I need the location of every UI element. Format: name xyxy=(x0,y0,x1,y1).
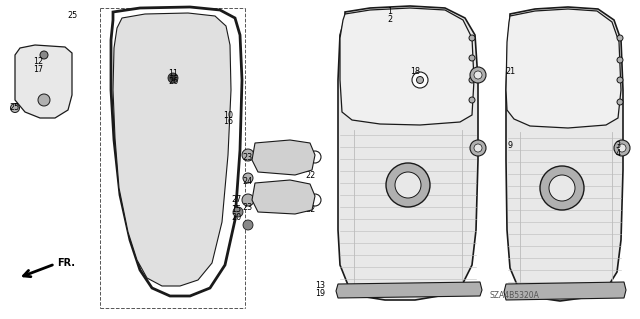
Text: 13: 13 xyxy=(315,281,325,291)
Text: 2: 2 xyxy=(387,16,392,25)
Text: 23: 23 xyxy=(242,203,252,211)
Circle shape xyxy=(170,76,175,80)
Text: 3: 3 xyxy=(616,140,621,150)
Polygon shape xyxy=(111,7,242,296)
Text: 11: 11 xyxy=(168,69,178,78)
Circle shape xyxy=(233,207,243,217)
Polygon shape xyxy=(506,7,623,301)
Circle shape xyxy=(260,152,270,162)
Text: 25: 25 xyxy=(68,11,78,19)
Text: 15: 15 xyxy=(231,205,241,214)
Text: 5: 5 xyxy=(273,145,278,154)
Circle shape xyxy=(474,144,482,152)
Text: 19: 19 xyxy=(315,288,325,298)
Circle shape xyxy=(617,57,623,63)
Circle shape xyxy=(10,103,19,113)
Circle shape xyxy=(243,173,253,183)
Circle shape xyxy=(614,140,630,156)
Text: 4: 4 xyxy=(616,149,621,158)
Polygon shape xyxy=(338,6,478,300)
Text: 20: 20 xyxy=(231,213,241,222)
Text: 21: 21 xyxy=(505,68,515,77)
Text: 27: 27 xyxy=(231,196,241,204)
Circle shape xyxy=(474,71,482,79)
Polygon shape xyxy=(504,282,626,300)
Circle shape xyxy=(386,163,430,207)
Circle shape xyxy=(395,172,421,198)
Circle shape xyxy=(618,144,626,152)
Polygon shape xyxy=(506,9,621,128)
Circle shape xyxy=(540,166,584,210)
Circle shape xyxy=(469,55,475,61)
Polygon shape xyxy=(252,140,315,175)
Circle shape xyxy=(280,150,290,160)
Text: 12: 12 xyxy=(33,57,43,66)
Circle shape xyxy=(280,190,290,200)
Circle shape xyxy=(617,35,623,41)
Circle shape xyxy=(260,192,270,202)
Text: SZA4B5320A: SZA4B5320A xyxy=(490,291,540,300)
Circle shape xyxy=(617,99,623,105)
Polygon shape xyxy=(252,180,315,214)
Circle shape xyxy=(38,94,50,106)
Circle shape xyxy=(309,151,321,163)
Circle shape xyxy=(242,149,254,161)
Polygon shape xyxy=(340,8,474,125)
Text: 9: 9 xyxy=(508,140,513,150)
Text: 22: 22 xyxy=(305,170,315,180)
Text: 16: 16 xyxy=(223,117,233,127)
Text: 24: 24 xyxy=(242,177,252,187)
Circle shape xyxy=(417,77,424,84)
Text: 22: 22 xyxy=(305,205,315,214)
Circle shape xyxy=(243,220,253,230)
Circle shape xyxy=(309,194,321,206)
Text: 25: 25 xyxy=(9,103,19,113)
Circle shape xyxy=(469,97,475,103)
Circle shape xyxy=(469,77,475,83)
Text: 7: 7 xyxy=(273,153,278,162)
Text: 1: 1 xyxy=(387,8,392,17)
Text: 26: 26 xyxy=(168,78,178,86)
Circle shape xyxy=(549,175,575,201)
Polygon shape xyxy=(113,13,231,286)
Text: 18: 18 xyxy=(410,68,420,77)
Circle shape xyxy=(469,35,475,41)
Circle shape xyxy=(242,194,254,206)
Text: 6: 6 xyxy=(273,186,278,195)
Text: 17: 17 xyxy=(33,65,43,75)
Text: FR.: FR. xyxy=(57,258,75,268)
Text: 8: 8 xyxy=(273,194,278,203)
Text: 10: 10 xyxy=(223,110,233,120)
Circle shape xyxy=(470,67,486,83)
Text: 23: 23 xyxy=(242,152,252,161)
Circle shape xyxy=(617,77,623,83)
Circle shape xyxy=(412,72,428,88)
Polygon shape xyxy=(336,282,482,298)
Circle shape xyxy=(470,140,486,156)
Polygon shape xyxy=(15,45,72,118)
Circle shape xyxy=(295,193,305,203)
Circle shape xyxy=(168,73,178,83)
Circle shape xyxy=(295,153,305,163)
Circle shape xyxy=(40,51,48,59)
